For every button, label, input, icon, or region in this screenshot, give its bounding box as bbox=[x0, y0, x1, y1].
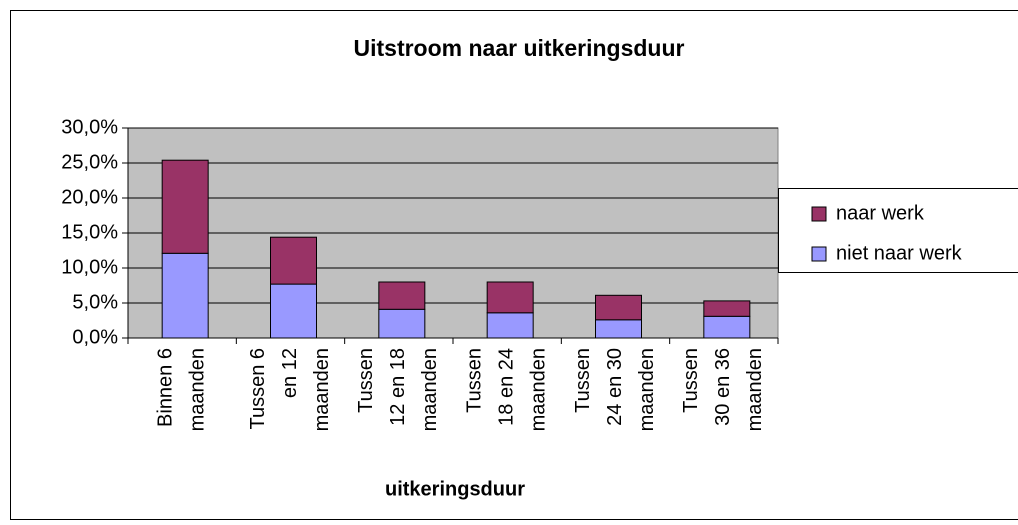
x-tick-label: 24 en 30 bbox=[604, 348, 626, 426]
x-tick-label: maanden bbox=[744, 348, 766, 431]
y-tick-label: 20,0% bbox=[61, 186, 118, 208]
legend-swatch bbox=[811, 246, 827, 262]
x-tick-label: 18 en 24 bbox=[495, 348, 517, 426]
chart-title: Uitstroom naar uitkeringsduur bbox=[354, 35, 685, 61]
bar-segment bbox=[161, 159, 209, 254]
x-tick-label: Tussen bbox=[572, 348, 594, 413]
y-tick-label: 25,0% bbox=[61, 151, 118, 173]
y-tick-label: 0,0% bbox=[72, 326, 118, 348]
x-tick-label: Tussen bbox=[355, 348, 377, 413]
x-tick-label: Tussen bbox=[463, 348, 485, 413]
bar-segment bbox=[270, 236, 317, 285]
y-tick-label: 5,0% bbox=[72, 291, 118, 313]
x-axis-title: uitkeringsduur bbox=[385, 478, 525, 500]
x-tick-label: Tussen bbox=[680, 348, 702, 413]
x-tick-label: en 12 bbox=[279, 348, 301, 398]
x-tick-label: 12 en 18 bbox=[387, 348, 409, 426]
bar-segment bbox=[270, 283, 317, 339]
bar-segment bbox=[378, 308, 426, 339]
y-tick-label: 15,0% bbox=[61, 221, 118, 243]
bar-segment bbox=[703, 315, 751, 339]
x-tick-label: Binnen 6 bbox=[154, 348, 176, 427]
legend-label: naar werk bbox=[836, 202, 925, 224]
x-tick-label: Tussen 6 bbox=[247, 348, 269, 430]
bar-segment bbox=[378, 281, 426, 310]
bar-segment bbox=[595, 319, 642, 339]
x-tick-label: maanden bbox=[636, 348, 658, 431]
y-tick-label: 10,0% bbox=[61, 256, 118, 278]
legend-swatch bbox=[811, 206, 827, 222]
x-tick-label: maanden bbox=[311, 348, 333, 431]
bar-segment bbox=[486, 281, 534, 314]
x-tick-label: maanden bbox=[186, 348, 208, 431]
bar-segment bbox=[595, 294, 642, 321]
x-tick-label: maanden bbox=[419, 348, 441, 431]
x-tick-label: maanden bbox=[527, 348, 549, 431]
x-tick-label: 30 en 36 bbox=[712, 348, 734, 426]
bar-segment bbox=[161, 252, 209, 339]
bar-segment bbox=[703, 300, 751, 317]
bar-segment bbox=[486, 312, 534, 339]
legend-label: niet naar werk bbox=[836, 242, 963, 264]
y-tick-label: 30,0% bbox=[61, 116, 118, 138]
